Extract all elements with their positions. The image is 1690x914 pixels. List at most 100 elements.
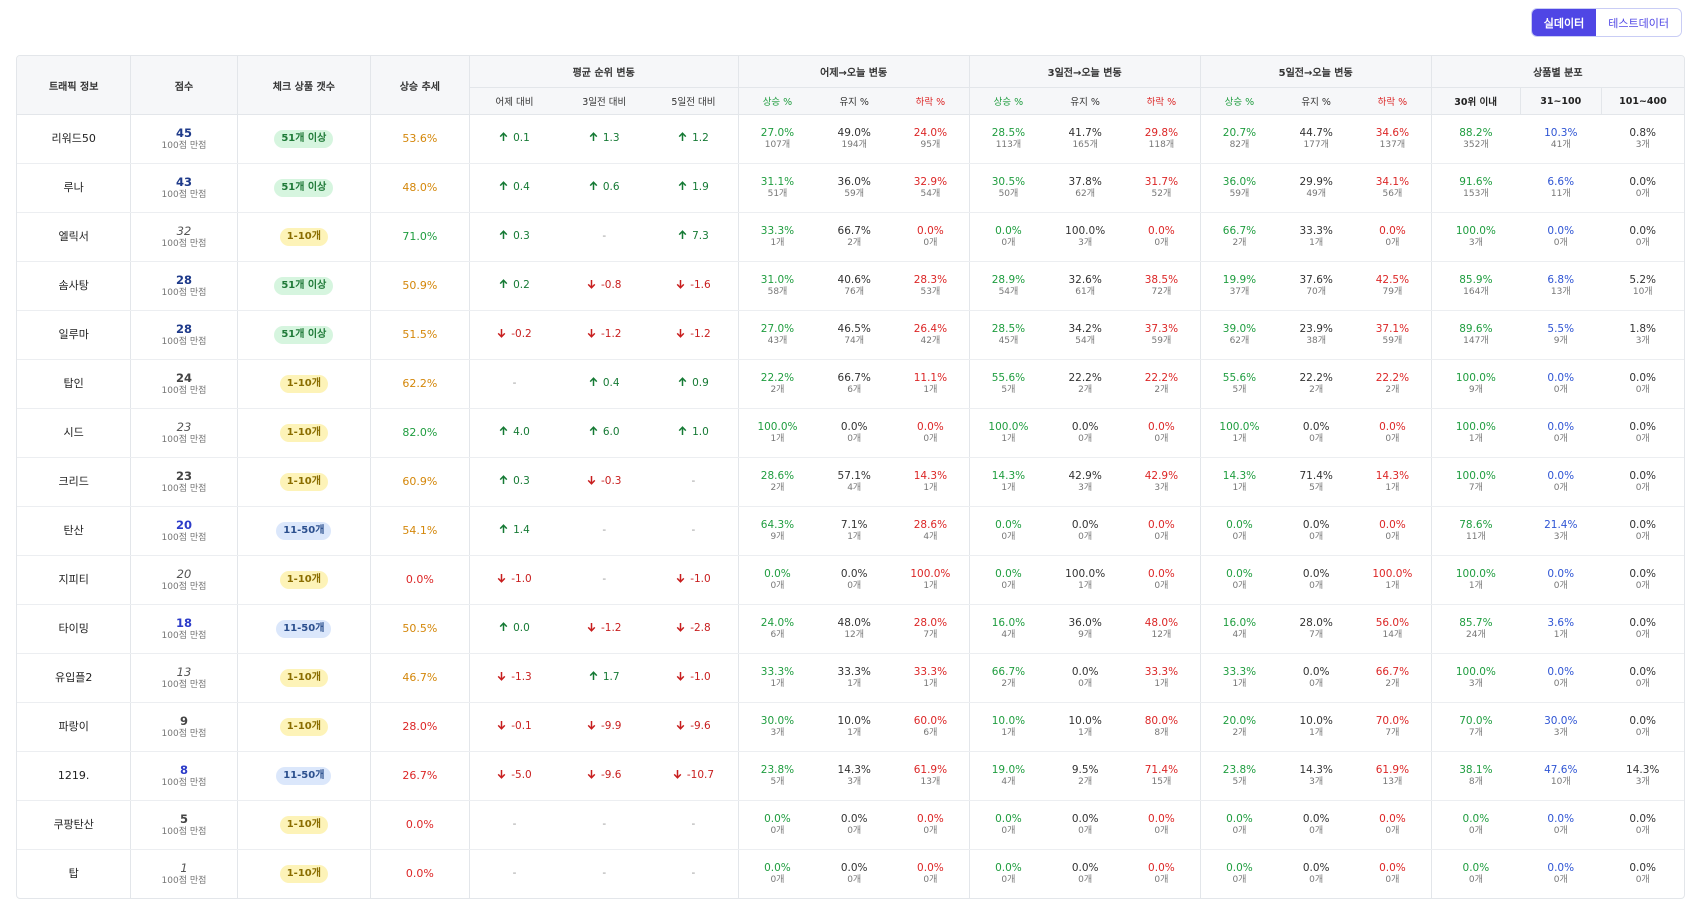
avg-rank-value: 1.7 [602,671,620,684]
table-row[interactable]: 리워드50 45 100점 만점 51개 이상 53.6% 0.1 1.3 1.2 27.0% 1… [17,114,1684,164]
table-row[interactable]: 루나 43 100점 만점 51개 이상 48.0% 0.4 0.6 1.9 31.1% 51개 3… [17,163,1684,213]
check-count-badge: 11-50개 [276,619,332,639]
table-row[interactable]: 쿠팡탄산 5 100점 만점 1-10개 0.0% - - -0.0% 0개 0.0% 0개 0.0%… [17,800,1684,850]
dist-cell: 6.8% 13개 [1520,261,1602,311]
dist-percent: 0.0% [1629,175,1657,188]
change-cell: 0.0% 0개 [1354,408,1432,458]
dist-cell: 0.0% 0개 [1601,604,1684,654]
change-percent: 0.0% [995,224,1022,237]
dist-percent: 100.0% [1455,665,1496,678]
traffic-name: 파랑이 [17,702,132,752]
change-percent: 42.9% [1144,469,1179,482]
score-value: 23 [175,469,192,484]
change-count: 1개 [1309,727,1324,738]
avg-rank-delta: -1.0 [649,653,739,703]
header-score: 점수 [130,56,238,115]
score-max: 100점 만점 [161,777,207,788]
change-cell: 14.3% 1개 [1200,457,1279,507]
live-data-button[interactable]: 실데이터 [1531,9,1597,36]
dist-percent: 0.0% [1629,616,1657,629]
avg-rank-value: -1.0 [511,573,532,586]
table-row[interactable]: 지피티 20 100점 만점 1-10개 0.0% -1.0- -1.0 0.0% 0개 0.0%… [17,555,1684,605]
avg-rank-value: 0.3 [513,475,530,488]
change-percent: 0.0% [995,567,1022,580]
change-percent: 39.0% [1222,322,1257,335]
dist-count: 0개 [1635,874,1650,885]
change-count: 0개 [1154,433,1169,444]
change-cell: 0.0% 0개 [1278,653,1355,703]
avg-rank-value: 0.0 [513,622,530,635]
table-row[interactable]: 시드 23 100점 만점 1-10개 82.0% 4.0 6.0 1.0 100.0% 1개 0.… [17,408,1684,458]
table-row[interactable]: 유입플2 13 100점 만점 1-10개 46.7% -1.3 1.7 -1.0 33.3% 1… [17,653,1684,703]
table-row[interactable]: 파랑이 9 100점 만점 1-10개 28.0% -0.1 -9.9 -9.6 30.0% 3개… [17,702,1684,752]
score-max: 100점 만점 [161,728,207,739]
arrow-up-icon [678,230,692,242]
traffic-name: 일루마 [17,310,132,360]
change-percent: 0.0% [1379,224,1406,237]
change-percent: 34.6% [1375,126,1410,139]
arrow-up-icon [499,524,513,536]
table-row[interactable]: 1219. 8 100점 만점 11-50개 26.7% -5.0 -9.6 -10.7 23.… [17,751,1684,801]
dist-cell: 0.0% 0개 [1601,408,1684,458]
table-row[interactable]: 크리드 23 100점 만점 1-10개 60.9% 0.3 -0.3-28.6% 2개 57.… [17,457,1684,507]
table-row[interactable]: 타이밍 18 100점 만점 11-50개 50.5% 0.0 -1.2 -2.8 24.0% 6… [17,604,1684,654]
table-row[interactable]: 솜사탕 28 100점 만점 51개 이상 50.9% 0.2 -0.8 -1.6 31.0% 5… [17,261,1684,311]
avg-rank-value: 7.3 [692,230,709,243]
test-data-button[interactable]: 테스트데이터 [1596,9,1681,36]
trend-value: 28.0% [370,702,470,752]
table-row[interactable]: 탑 1 100점 만점 1-10개 0.0% - - -0.0% 0개 0.0% 0개 0.0% 0개 0… [17,849,1684,898]
change-percent: 33.3% [1144,665,1179,678]
dist-percent: 0.0% [1547,469,1575,482]
score-cell: 23 100점 만점 [130,408,238,458]
change-cell: 71.4% 15개 [1123,751,1201,801]
change-count: 45개 [998,335,1019,346]
change-percent: 29.9% [1299,175,1333,188]
score-cell: 45 100점 만점 [130,114,238,164]
dist-cell: 0.0% 0개 [1601,800,1684,850]
dist-count: 0개 [1635,629,1650,640]
change-count: 13개 [920,776,941,787]
change-cell: 0.0% 0개 [1278,800,1355,850]
table-row[interactable]: 탄산 20 100점 만점 11-50개 54.1% 1.4- -64.3% 9개 7.1% 1개… [17,506,1684,556]
trend-value: 53.6% [370,114,470,164]
avg-rank-delta: -2.8 [649,604,739,654]
change-cell: 70.0% 7개 [1354,702,1432,752]
change-count: 0개 [847,580,862,591]
change-count: 3개 [847,776,862,787]
trend-value: 62.2% [370,359,470,409]
trend-value: 51.5% [370,310,470,360]
change-count: 70개 [1306,286,1327,297]
change-cell: 30.0% 3개 [738,702,817,752]
change-count: 0개 [1078,531,1093,542]
change-percent: 0.0% [1148,420,1175,433]
dist-cell: 70.0% 7개 [1431,702,1521,752]
change-count: 7개 [1309,629,1324,640]
change-cell: 36.0% 59개 [1200,163,1279,213]
change-count: 59개 [1229,188,1250,199]
dist-cell: 0.0% 0개 [1431,800,1521,850]
change-cell: 16.0% 4개 [969,604,1048,654]
subheader-avg-3day: 3일전 대비 [559,87,650,115]
table-row[interactable]: 탑인 24 100점 만점 1-10개 62.2% -0.4 0.9 22.2% 2개 66.7%… [17,359,1684,409]
change-percent: 0.0% [1071,812,1099,825]
table-row[interactable]: 일루마 28 100점 만점 51개 이상 51.5% -0.2 -1.2 -1.2 27.0%… [17,310,1684,360]
dist-count: 0개 [1553,825,1568,836]
dist-percent: 0.0% [1547,420,1575,433]
avg-rank-value: -1.0 [690,671,711,684]
change-count: 0개 [770,580,785,591]
change-count: 82개 [1229,139,1250,150]
change-percent: 49.0% [837,126,871,139]
change-percent: 19.9% [1222,273,1257,286]
dist-cell: 85.9% 164개 [1431,261,1521,311]
avg-rank-value: 0.2 [513,279,530,292]
change-cell: 61.9% 13개 [892,751,970,801]
table-row[interactable]: 엘릭서 32 100점 만점 1-10개 71.0% 0.3-7.3 33.3% 1개 66.7… [17,212,1684,262]
dist-cell: 6.6% 11개 [1520,163,1602,213]
change-percent: 0.0% [1148,812,1175,825]
trend-value: 60.9% [370,457,470,507]
check-count-cell: 51개 이상 [237,310,372,360]
dist-count: 13개 [1550,286,1571,297]
avg-rank-delta: 0.3 [469,212,560,262]
change-count: 1개 [1232,433,1247,444]
change-percent: 44.7% [1299,126,1333,139]
